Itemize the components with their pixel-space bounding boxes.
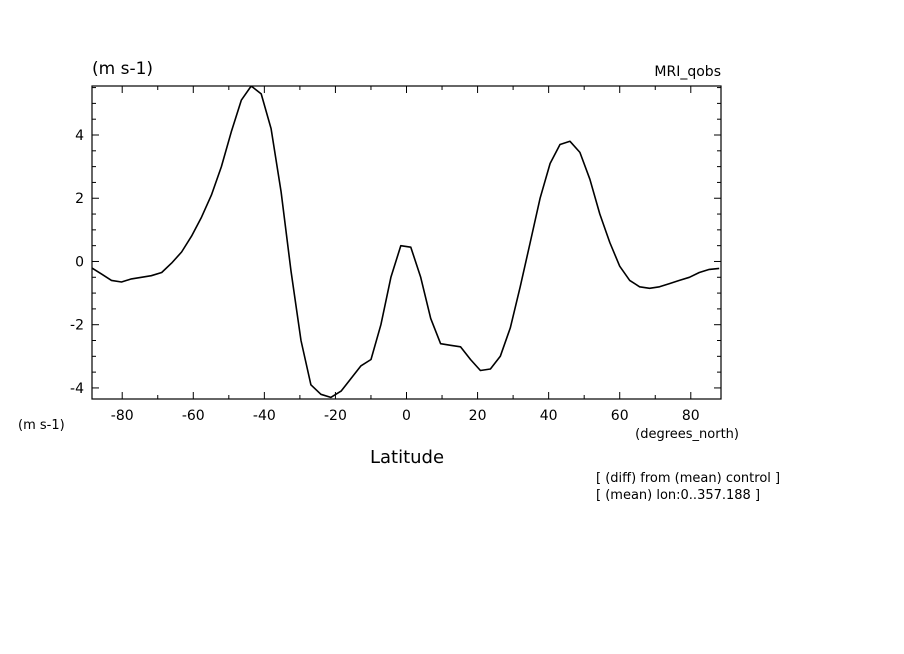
annotation-mean: [ (mean) lon:0..357.188 ] [596,488,760,503]
chart-subtitle: MRI_qobs [654,64,721,80]
x-tick-label: 20 [469,408,487,424]
x-tick-label: 60 [611,408,629,424]
y-axis-label: (m s-1) [18,418,65,433]
chart-title: (m s-1) [92,59,153,79]
y-tick-label: 4 [75,128,84,144]
y-tick-label: 0 [75,254,84,270]
x-tick-label: -60 [182,408,205,424]
x-tick-label: 80 [682,408,700,424]
x-tick-label: -80 [111,408,134,424]
chart-labels: (m s-1) MRI_qobs (m s-1) (degrees_north)… [18,59,780,503]
plot-frame [91,85,722,400]
x-tick-label: -20 [324,408,347,424]
x-axis-unit: (degrees_north) [635,427,739,442]
x-tick-label: -40 [253,408,276,424]
y-tick-label: -2 [70,318,84,334]
x-tick-label: 40 [540,408,558,424]
y-tick-label: -4 [70,381,84,397]
tick-marks [92,86,721,399]
annotation-diff: [ (diff) from (mean) control ] [596,471,780,486]
y-tick-label: 2 [75,191,84,207]
series-line-0 [92,86,720,399]
x-axis-label: Latitude [370,447,444,468]
series-lines [92,86,720,399]
x-tick-label: 0 [402,408,411,424]
